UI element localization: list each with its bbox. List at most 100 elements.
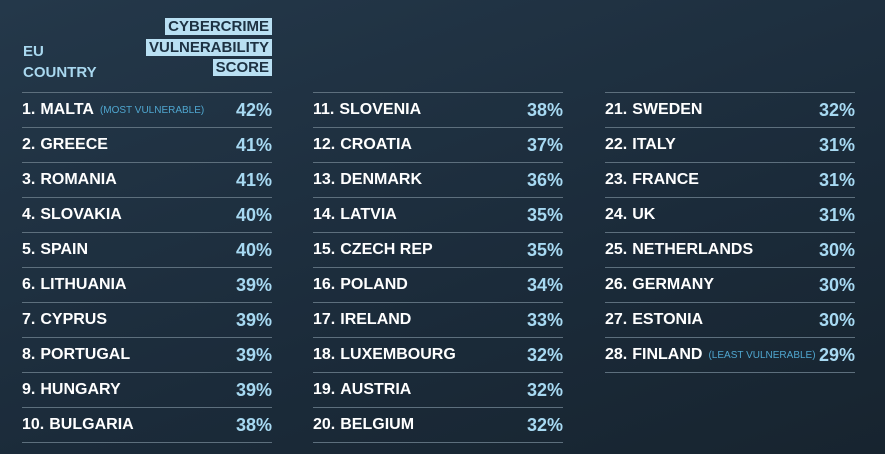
score: 29% [818, 344, 855, 365]
rank: 1. [22, 101, 36, 118]
country-header: EU COUNTRY [23, 43, 97, 81]
table-row: 18. LUXEMBOURG 32% [313, 337, 563, 372]
country-name: HUNGARY [40, 381, 121, 398]
score: 36% [526, 169, 563, 190]
rank: 17. [313, 311, 336, 328]
country-name: ITALY [632, 136, 676, 153]
table-row: 6. LITHUANIA 39% [22, 267, 272, 302]
table-column: 11. SLOVENIA 38% 12. CROATIA 37% 13. DENMARK 36%… [313, 92, 563, 443]
score: 39% [235, 379, 272, 400]
country-name: GREECE [40, 136, 108, 153]
score: 40% [235, 204, 272, 225]
country-name: LITHUANIA [40, 276, 127, 293]
score: 30% [818, 309, 855, 330]
country-name: PORTUGAL [40, 346, 131, 363]
rank: 27. [605, 311, 628, 328]
rank: 10. [22, 416, 45, 433]
table-row: 12. CROATIA 37% [313, 127, 563, 162]
table-row: 26. GERMANY 30% [605, 267, 855, 302]
country-name: SLOVENIA [339, 101, 422, 118]
table-row: 27. ESTONIA 30% [605, 302, 855, 337]
country-name: IRELAND [340, 311, 412, 328]
table-row: 21. SWEDEN 32% [605, 92, 855, 127]
score-header-text: CYBERCRIME VULNERABILITY SCORE [146, 18, 272, 76]
country-name: BULGARIA [49, 416, 134, 433]
table-row: 2. GREECE 41% [22, 127, 272, 162]
table-row: 15. CZECH REP 35% [313, 232, 563, 267]
score: 39% [235, 344, 272, 365]
country-name: GERMANY [632, 276, 715, 293]
country-name: CZECH REP [340, 241, 433, 258]
score: 38% [235, 414, 272, 435]
table-row: 1. MALTA (MOST VULNERABLE) 42% [22, 92, 272, 127]
score: 41% [235, 169, 272, 190]
country-name: NETHERLANDS [632, 241, 754, 258]
table-row: 19. AUSTRIA 32% [313, 372, 563, 407]
table-row: 4. SLOVAKIA 40% [22, 197, 272, 232]
score: 35% [526, 204, 563, 225]
score-header: CYBERCRIME VULNERABILITY SCORE [140, 17, 272, 79]
country-name: SWEDEN [632, 101, 703, 118]
rank: 9. [22, 381, 36, 398]
rank: 12. [313, 136, 336, 153]
rank: 7. [22, 311, 36, 328]
score: 30% [818, 239, 855, 260]
country-name: UK [632, 206, 656, 223]
rank: 18. [313, 346, 336, 363]
table-column: 1. MALTA (MOST VULNERABLE) 42% 2. GREECE 41% 3.… [22, 92, 272, 443]
score: 35% [526, 239, 563, 260]
rank: 16. [313, 276, 336, 293]
country-name: LUXEMBOURG [340, 346, 456, 363]
score: 33% [526, 309, 563, 330]
country-name: FRANCE [632, 171, 699, 188]
country-name: SPAIN [40, 241, 89, 258]
country-name: BELGIUM [340, 416, 415, 433]
rank: 26. [605, 276, 628, 293]
rank: 15. [313, 241, 336, 258]
country-name: ROMANIA [40, 171, 117, 188]
score: 32% [526, 414, 563, 435]
country-name: CYPRUS [40, 311, 108, 328]
rank: 14. [313, 206, 336, 223]
rank: 6. [22, 276, 36, 293]
score: 39% [235, 274, 272, 295]
table-row: 7. CYPRUS 39% [22, 302, 272, 337]
score: 42% [235, 99, 272, 120]
score: 32% [526, 344, 563, 365]
note: (LEAST VULNERABLE) [708, 349, 816, 361]
score: 31% [818, 204, 855, 225]
note: (MOST VULNERABLE) [99, 104, 205, 116]
table-row: 23. FRANCE 31% [605, 162, 855, 197]
score: 40% [235, 239, 272, 260]
rank: 2. [22, 136, 36, 153]
country-name: MALTA [40, 101, 94, 118]
rank: 22. [605, 136, 628, 153]
table-row: 25. NETHERLANDS 30% [605, 232, 855, 267]
country-name: DENMARK [340, 171, 423, 188]
score: 32% [818, 99, 855, 120]
table-row: 22. ITALY 31% [605, 127, 855, 162]
rank: 28. [605, 346, 628, 363]
table-row: 11. SLOVENIA 38% [313, 92, 563, 127]
table-row: 13. DENMARK 36% [313, 162, 563, 197]
rank: 5. [22, 241, 36, 258]
rank: 24. [605, 206, 628, 223]
rank: 19. [313, 381, 336, 398]
score: 31% [818, 169, 855, 190]
rank: 4. [22, 206, 36, 223]
rank: 11. [313, 101, 335, 118]
score: 38% [526, 99, 563, 120]
table-row: 5. SPAIN 40% [22, 232, 272, 267]
table-row: 9. HUNGARY 39% [22, 372, 272, 407]
rank: 8. [22, 346, 36, 363]
score: 32% [526, 379, 563, 400]
table-row: 17. IRELAND 33% [313, 302, 563, 337]
rank: 3. [22, 171, 36, 188]
country-name: LATVIA [340, 206, 397, 223]
table-row: 20. BELGIUM 32% [313, 407, 563, 443]
score: 34% [526, 274, 563, 295]
score: 41% [235, 134, 272, 155]
table-row: 24. UK 31% [605, 197, 855, 232]
score: 37% [526, 134, 563, 155]
